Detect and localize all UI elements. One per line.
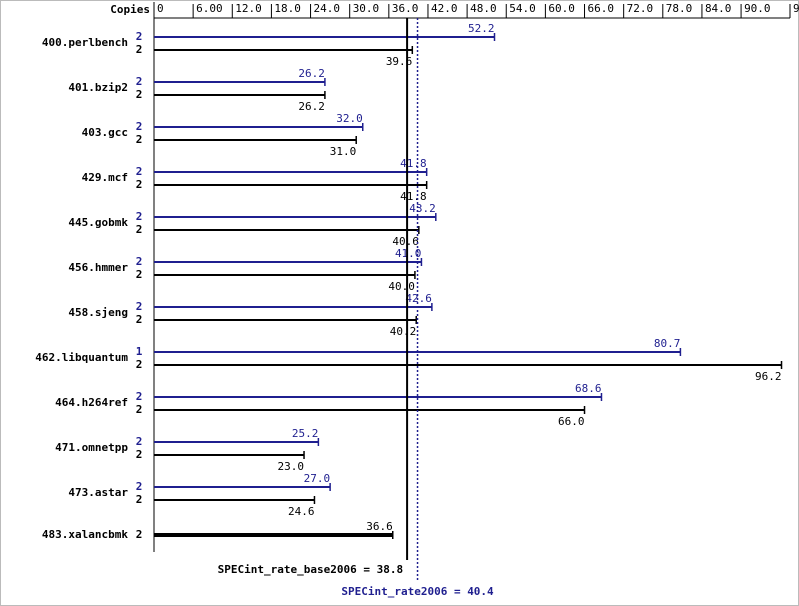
category-label: 462.libquantum — [35, 351, 128, 364]
copies-label: 2 — [136, 390, 143, 403]
copies-label: 2 — [136, 493, 143, 506]
value-label: 32.0 — [336, 112, 363, 125]
x-tick-label: 42.0 — [431, 2, 458, 15]
value-label: 52.2 — [468, 22, 495, 35]
x-tick-label: 72.0 — [627, 2, 654, 15]
value-label: 36.6 — [366, 520, 393, 533]
category-label: 429.mcf — [82, 171, 128, 184]
copies-label: 2 — [136, 43, 143, 56]
x-tick-label: 24.0 — [314, 2, 341, 15]
category-label: 483.xalancbmk — [42, 528, 128, 541]
copies-label: 2 — [136, 223, 143, 236]
value-label: 68.6 — [575, 382, 602, 395]
category-label: 458.sjeng — [68, 306, 128, 319]
reference-label: SPECint_rate_base2006 = 38.8 — [218, 563, 403, 576]
copies-label: 2 — [136, 435, 143, 448]
x-tick-label: 12.0 — [235, 2, 262, 15]
x-tick-label: 60.0 — [548, 2, 575, 15]
value-label: 40.6 — [392, 235, 419, 248]
copies-label: 2 — [136, 300, 143, 313]
copies-label: 2 — [136, 210, 143, 223]
value-label: 41.8 — [400, 157, 427, 170]
value-label: 41.0 — [395, 247, 422, 260]
copies-label: 2 — [136, 528, 143, 541]
x-tick-label: 97.5 — [793, 2, 799, 15]
value-label: 96.2 — [755, 370, 782, 383]
value-label: 26.2 — [298, 100, 325, 113]
category-label: 401.bzip2 — [68, 81, 128, 94]
value-label: 23.0 — [278, 460, 305, 473]
value-label: 40.0 — [388, 280, 415, 293]
value-label: 31.0 — [330, 145, 357, 158]
copies-label: 2 — [136, 358, 143, 371]
copies-label: 2 — [136, 30, 143, 43]
category-label: 464.h264ref — [55, 396, 128, 409]
x-tick-label: 54.0 — [509, 2, 536, 15]
x-tick-label: 36.0 — [392, 2, 419, 15]
x-tick-label: 78.0 — [666, 2, 693, 15]
copies-label: 2 — [136, 448, 143, 461]
x-tick-label: 48.0 — [470, 2, 497, 15]
copies-label: 2 — [136, 255, 143, 268]
value-label: 39.6 — [386, 55, 413, 68]
value-label: 27.0 — [304, 472, 331, 485]
copies-label: 2 — [136, 75, 143, 88]
value-label: 26.2 — [298, 67, 325, 80]
x-tick-label: 84.0 — [705, 2, 732, 15]
copies-label: 2 — [136, 403, 143, 416]
copies-header: Copies — [110, 3, 150, 16]
x-tick-label: 30.0 — [353, 2, 380, 15]
value-label: 66.0 — [558, 415, 585, 428]
x-tick-label: 18.0 — [274, 2, 301, 15]
copies-label: 2 — [136, 165, 143, 178]
copies-label: 2 — [136, 268, 143, 281]
x-tick-label: 0 — [157, 2, 164, 15]
value-label: 42.6 — [405, 292, 432, 305]
copies-label: 2 — [136, 178, 143, 191]
copies-label: 2 — [136, 480, 143, 493]
copies-label: 2 — [136, 120, 143, 133]
value-label: 43.2 — [409, 202, 436, 215]
copies-label: 2 — [136, 133, 143, 146]
category-label: 403.gcc — [82, 126, 128, 139]
category-label: 400.perlbench — [42, 36, 128, 49]
x-tick-label: 66.0 — [588, 2, 615, 15]
value-label: 40.2 — [390, 325, 417, 338]
category-label: 471.omnetpp — [55, 441, 128, 454]
value-label: 80.7 — [654, 337, 681, 350]
x-tick-label: 90.0 — [744, 2, 771, 15]
category-label: 456.hmmer — [68, 261, 128, 274]
copies-label: 1 — [136, 345, 143, 358]
category-label: 473.astar — [68, 486, 128, 499]
value-label: 24.6 — [288, 505, 315, 518]
category-label: 445.gobmk — [68, 216, 128, 229]
x-tick-label: 6.00 — [196, 2, 223, 15]
copies-label: 2 — [136, 88, 143, 101]
reference-label: SPECint_rate2006 = 40.4 — [341, 585, 494, 598]
copies-label: 2 — [136, 313, 143, 326]
value-label: 25.2 — [292, 427, 319, 440]
